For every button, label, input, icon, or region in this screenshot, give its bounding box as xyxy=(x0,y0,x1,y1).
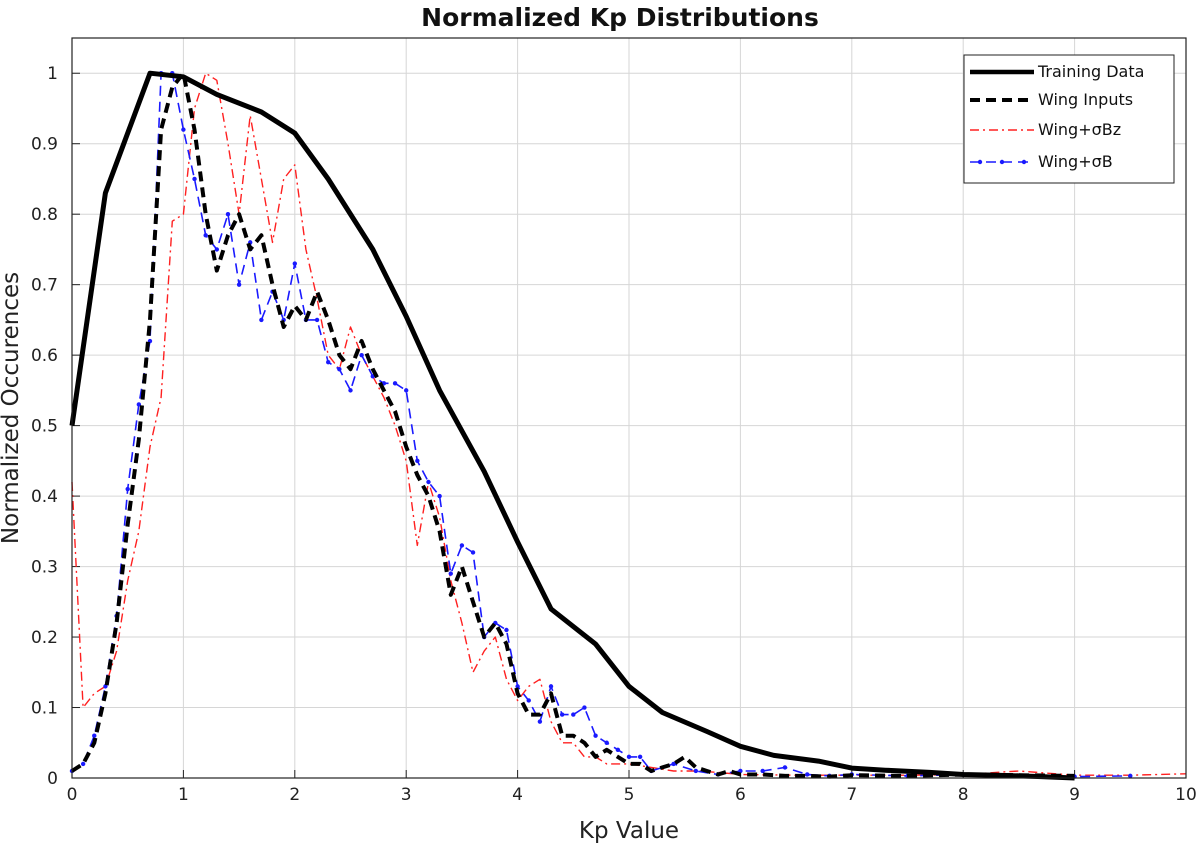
x-tick-label: 1 xyxy=(178,785,189,805)
x-tick-label: 8 xyxy=(958,785,969,805)
y-tick-label: 0.4 xyxy=(31,487,58,507)
data-point xyxy=(782,765,788,770)
data-point xyxy=(404,388,409,393)
y-tick-label: 0.8 xyxy=(31,205,58,225)
x-axis-label: Kp Value xyxy=(579,818,679,844)
data-point xyxy=(626,754,632,760)
data-point xyxy=(80,761,86,767)
y-tick-label: 0.6 xyxy=(31,346,58,366)
x-tick-label: 0 xyxy=(67,785,78,805)
data-point xyxy=(448,571,453,576)
chart-title: Normalized Kp Distributions xyxy=(421,3,819,32)
data-point xyxy=(637,754,643,760)
data-point xyxy=(548,684,554,689)
data-point xyxy=(604,740,609,745)
legend-item: Training Data xyxy=(970,62,1144,81)
data-point xyxy=(236,282,242,287)
data-point xyxy=(392,381,398,386)
legend-item: Wing+σBz xyxy=(970,120,1121,139)
data-point xyxy=(259,317,264,323)
legend-label: Training Data xyxy=(1037,62,1144,81)
legend-box xyxy=(963,54,1175,184)
y-tick-label: 0.2 xyxy=(31,628,58,648)
series-lines xyxy=(69,70,1187,781)
data-point xyxy=(326,359,331,365)
data-point xyxy=(515,684,520,689)
legend-marker xyxy=(977,159,983,165)
legend-item: Wing+σB xyxy=(970,152,1113,171)
data-point xyxy=(225,211,231,217)
legend-label: Wing+σBz xyxy=(1038,120,1121,139)
y-tick-label: 0 xyxy=(47,769,58,789)
data-point xyxy=(738,768,743,774)
data-point xyxy=(615,747,621,753)
x-tick-label: 7 xyxy=(846,785,857,805)
data-point xyxy=(92,733,97,738)
data-point xyxy=(181,127,186,132)
data-point xyxy=(582,705,587,710)
data-point xyxy=(415,458,420,464)
data-point xyxy=(760,768,765,774)
data-point xyxy=(103,684,108,689)
data-point xyxy=(136,402,142,407)
x-tick-label: 3 xyxy=(401,785,412,805)
data-point xyxy=(203,233,208,238)
series-wing-inputs xyxy=(70,71,1075,779)
y-tick-label: 0.1 xyxy=(31,699,58,719)
data-point xyxy=(314,317,320,323)
data-point xyxy=(526,698,531,703)
data-point xyxy=(671,761,676,767)
data-point xyxy=(426,479,431,485)
data-point xyxy=(537,719,543,724)
legend-label: Wing+σB xyxy=(1038,152,1113,171)
legend-marker xyxy=(1021,159,1027,165)
data-point xyxy=(125,486,130,492)
legend-label: Wing Inputs xyxy=(1038,90,1133,109)
legend: Training Data Wing Inputs Wing+σBz Wing+σB xyxy=(963,54,1175,184)
data-point xyxy=(214,247,220,252)
y-tick-labels: 0 0.1 0.2 0.3 0.4 0.5 0.6 0.7 0.8 0.9 1 xyxy=(31,64,58,789)
data-point xyxy=(559,712,565,717)
y-tick-label: 0.3 xyxy=(31,558,58,578)
series-line xyxy=(69,70,1075,781)
data-point xyxy=(805,772,810,777)
data-point xyxy=(459,543,465,548)
data-point xyxy=(348,388,353,393)
x-tick-label: 4 xyxy=(512,785,523,805)
data-point xyxy=(292,261,297,266)
legend-item: Wing Inputs xyxy=(970,90,1133,109)
legend-marker xyxy=(999,159,1005,165)
series-line xyxy=(70,71,1075,779)
data-point xyxy=(437,493,442,499)
plot-area-frame xyxy=(71,37,1187,779)
data-point xyxy=(593,733,598,738)
y-tick-label: 1 xyxy=(47,64,58,84)
data-point xyxy=(359,352,364,358)
data-point xyxy=(571,712,576,717)
x-tick-labels: 0 1 2 3 4 5 6 7 8 9 10 xyxy=(67,785,1197,805)
data-point xyxy=(337,367,342,372)
x-tick-label: 2 xyxy=(289,785,300,805)
y-tick-label: 0.7 xyxy=(31,276,58,296)
data-point xyxy=(470,550,476,555)
data-point xyxy=(693,768,699,774)
data-point xyxy=(504,627,509,633)
y-tick-label: 0.5 xyxy=(31,417,58,437)
data-point xyxy=(192,176,197,182)
y-axis-label: Normalized Occurences xyxy=(0,272,24,544)
x-tick-label: 6 xyxy=(735,785,746,805)
data-point xyxy=(1128,773,1133,779)
series-training-data xyxy=(69,70,1075,781)
x-tick-label: 5 xyxy=(624,785,635,805)
x-tick-label: 10 xyxy=(1175,785,1197,805)
y-tick-label: 0.9 xyxy=(31,135,58,155)
x-tick-label: 9 xyxy=(1069,785,1080,805)
